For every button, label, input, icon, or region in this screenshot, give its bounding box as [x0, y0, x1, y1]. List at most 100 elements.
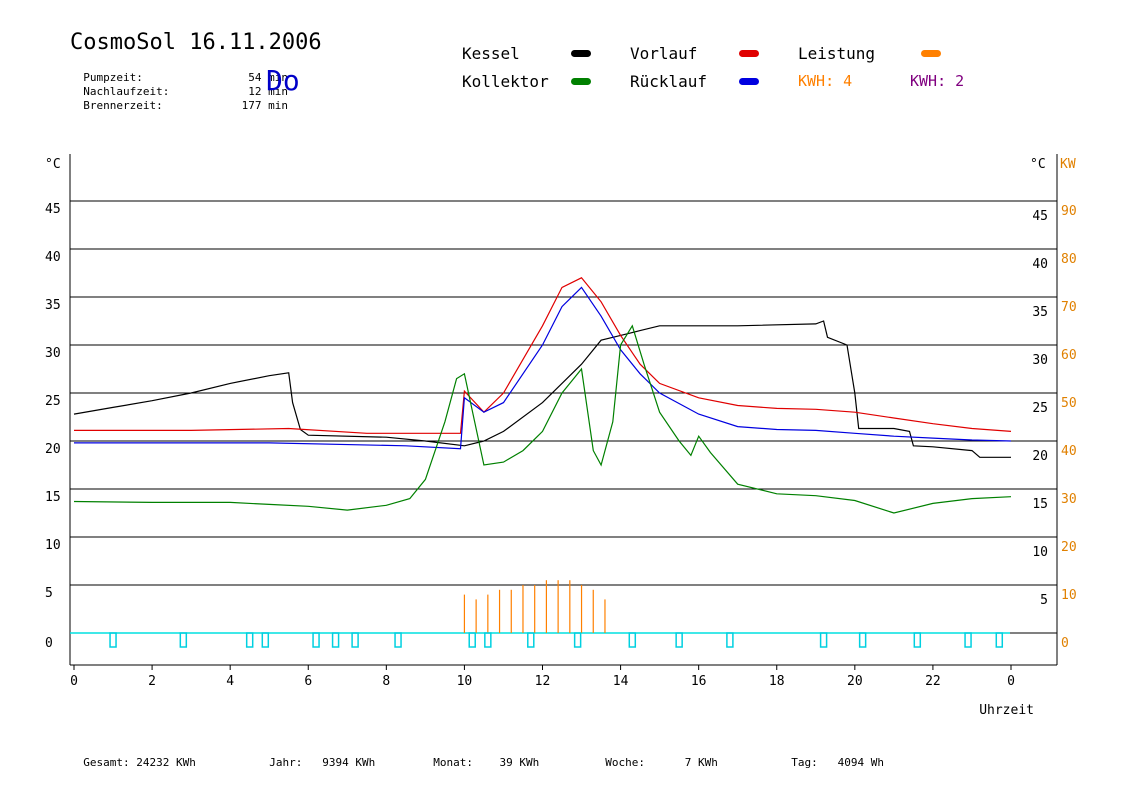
pump-marker — [573, 632, 582, 648]
y-tick-label-right: 10 — [1032, 545, 1048, 560]
y-tick-label-right: 5 — [1040, 593, 1048, 608]
pump-marker — [109, 632, 117, 648]
pump-marker — [858, 632, 867, 648]
legend-ruecklauf-swatch — [739, 78, 759, 85]
pump-marker — [527, 632, 535, 648]
pump-marker — [261, 632, 270, 648]
pump-marker — [245, 632, 254, 648]
footer-value: 9394 KWh — [322, 756, 376, 769]
legend-kessel-swatch — [571, 50, 591, 57]
y-tick-label-right: 30 — [1032, 353, 1048, 368]
y-tick-label-left: 15 — [45, 490, 61, 505]
legend-leistung-swatch — [921, 50, 941, 57]
y-axis-unit-right: °C — [1030, 157, 1046, 172]
x-tick-label: 2 — [148, 674, 156, 689]
kw-tick-label: 60 — [1061, 348, 1077, 363]
pump-marker — [819, 632, 828, 648]
x-tick-label: 6 — [304, 674, 312, 689]
legend-vorlauf-label: Vorlauf — [630, 44, 698, 63]
legend-leistung-label: Leistung — [798, 44, 876, 63]
y-tick-label-left: 45 — [45, 202, 61, 217]
pump-marker — [995, 632, 1004, 648]
stat-label: Pumpzeit: — [83, 71, 143, 84]
series-line-kessel — [73, 320, 1011, 458]
y-axis-unit-kw: KW — [1060, 157, 1076, 172]
pump-marker — [394, 632, 402, 648]
pump-marker — [312, 632, 320, 648]
x-tick-label: 4 — [226, 674, 234, 689]
legend-kwh-secondary: KWH: 2 — [910, 72, 965, 90]
kw-tick-label: 0 — [1061, 636, 1069, 651]
y-tick-label-right: 25 — [1032, 401, 1048, 416]
footer-monat: Monat: 39 KWh — [420, 743, 539, 769]
x-tick-label: 0 — [70, 674, 78, 689]
x-tick-label: 18 — [769, 674, 785, 689]
series-line-vorlauf — [74, 277, 1012, 434]
footer-value: 39 KWh — [499, 756, 540, 769]
pump-marker — [675, 632, 683, 648]
x-tick-label: 0 — [1007, 674, 1015, 689]
series-line-kollektor — [73, 324, 1012, 514]
footer-value: 7 KWh — [684, 756, 718, 769]
kw-tick-label: 10 — [1061, 588, 1077, 603]
pump-marker — [484, 632, 492, 648]
stat-pumpzeit: Pumpzeit: 54 min — [70, 58, 288, 84]
pump-marker — [964, 632, 972, 648]
y-tick-label-right: 15 — [1032, 497, 1048, 512]
y-tick-label-left: 40 — [45, 250, 61, 265]
stat-label: Nachlaufzeit: — [83, 85, 170, 98]
footer-value: 24232 KWh — [136, 756, 196, 769]
footer-label: Tag: — [791, 756, 818, 769]
y-tick-label-left: 30 — [45, 346, 61, 361]
y-tick-label-right: 20 — [1032, 449, 1048, 464]
pump-marker — [331, 632, 340, 648]
footer-woche: Woche: 7 KWh — [592, 743, 718, 769]
footer-label: Gesamt: — [83, 756, 130, 769]
kw-tick-label: 20 — [1061, 540, 1077, 555]
x-tick-label: 12 — [535, 674, 551, 689]
pump-marker — [468, 632, 476, 648]
x-tick-label: 8 — [382, 674, 390, 689]
footer-label: Woche: — [605, 756, 645, 769]
pump-marker — [726, 632, 734, 648]
y-axis-unit-left: °C — [45, 157, 61, 172]
x-tick-label: 16 — [691, 674, 707, 689]
y-tick-label-left: 20 — [45, 442, 61, 457]
x-tick-label: 14 — [613, 674, 629, 689]
legend-vorlauf-swatch — [739, 50, 759, 57]
pump-marker — [179, 632, 188, 648]
footer-tag: Tag: 4094 Wh — [778, 743, 884, 769]
y-tick-label-right: 40 — [1032, 257, 1048, 272]
kw-tick-label: 50 — [1061, 396, 1077, 411]
footer-label: Jahr: — [269, 756, 303, 769]
stat-value: 54 min — [248, 71, 288, 84]
legend-kollektor-label: Kollektor — [462, 72, 549, 91]
legend-kollektor-swatch — [571, 78, 591, 85]
footer-jahr: Jahr: 9394 KWh — [256, 743, 375, 769]
footer-value: 4094 Wh — [837, 756, 884, 769]
stat-label: Brennerzeit: — [83, 99, 163, 112]
x-tick-label: 20 — [847, 674, 863, 689]
y-tick-label-left: 25 — [45, 394, 61, 409]
kw-tick-label: 90 — [1061, 204, 1077, 219]
legend-kessel-label: Kessel — [462, 44, 520, 63]
stat-nachlaufzeit: Nachlaufzeit: 12 min — [70, 72, 288, 98]
x-axis-label: Uhrzeit — [979, 703, 1034, 718]
y-tick-label-left: 5 — [45, 586, 53, 601]
stat-value: 12 min — [248, 85, 288, 98]
stat-brennerzeit: Brennerzeit: 177 min — [70, 86, 288, 112]
footer-gesamt: Gesamt: 24232 KWh — [70, 743, 196, 769]
stat-value: 177 min — [241, 99, 288, 112]
y-tick-label-right: 35 — [1032, 305, 1048, 320]
weekday-label: Do — [266, 64, 300, 97]
series-line-rcklauf — [74, 286, 1012, 450]
legend-ruecklauf-label: Rücklauf — [630, 72, 708, 91]
x-tick-label: 22 — [925, 674, 941, 689]
y-tick-label-left: 0 — [45, 636, 53, 651]
pump-marker — [351, 632, 359, 648]
footer-label: Monat: — [433, 756, 473, 769]
y-tick-label-left: 35 — [45, 298, 61, 313]
page-title: CosmoSol 16.11.2006 — [70, 30, 322, 55]
kw-tick-label: 70 — [1061, 300, 1077, 315]
